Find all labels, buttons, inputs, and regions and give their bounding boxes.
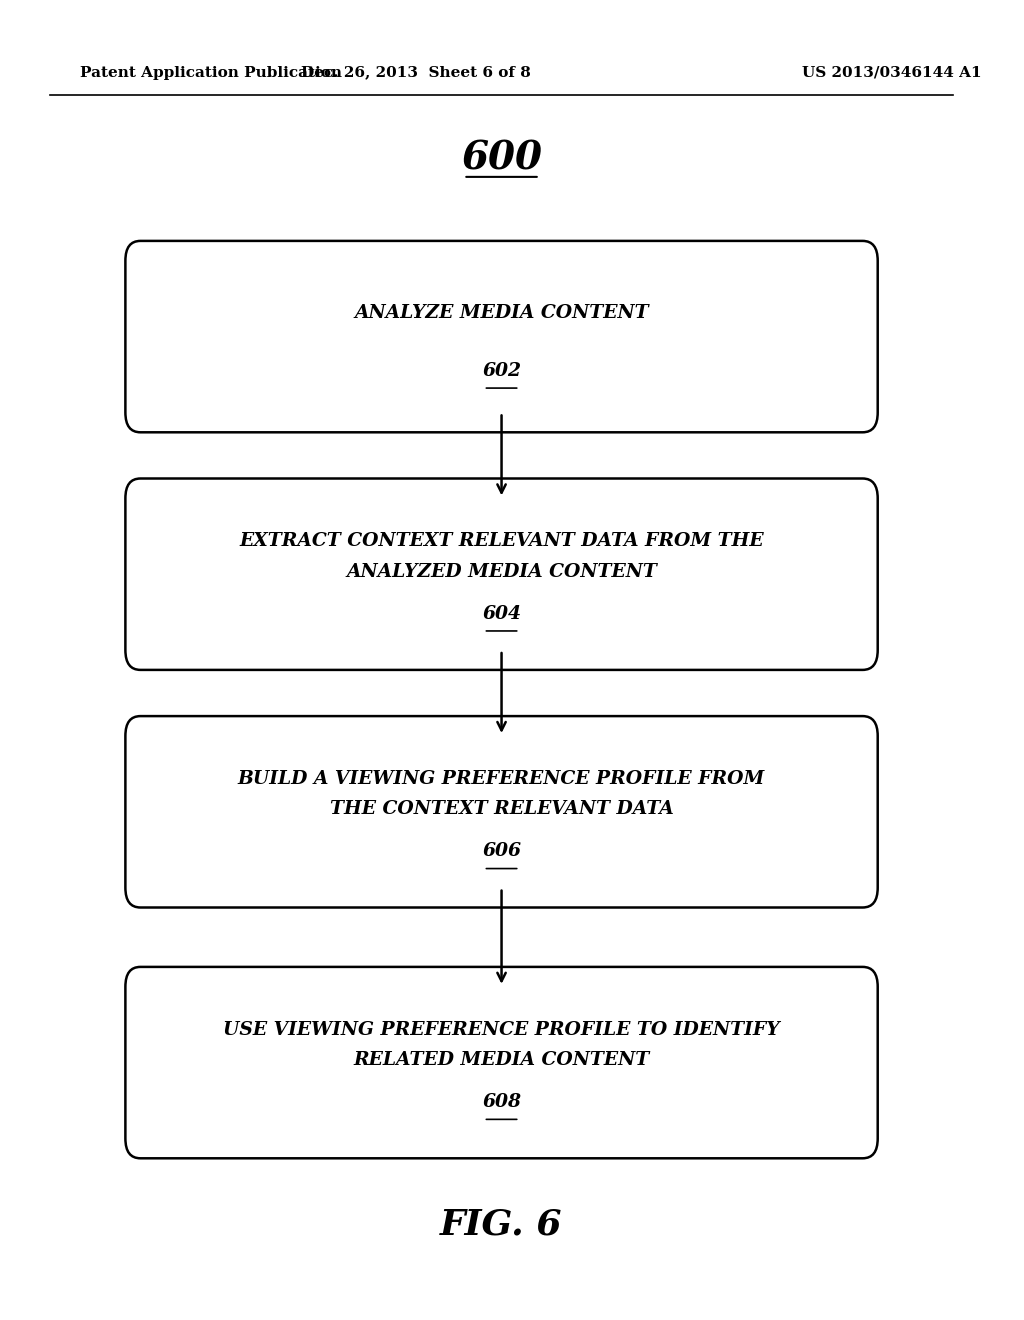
- Text: BUILD A VIEWING PREFERENCE PROFILE FROM: BUILD A VIEWING PREFERENCE PROFILE FROM: [238, 770, 765, 788]
- Text: 600: 600: [461, 140, 542, 177]
- FancyBboxPatch shape: [125, 715, 878, 908]
- Text: 608: 608: [482, 1093, 521, 1111]
- Text: US 2013/0346144 A1: US 2013/0346144 A1: [803, 66, 982, 79]
- FancyBboxPatch shape: [125, 242, 878, 433]
- Text: THE CONTEXT RELEVANT DATA: THE CONTEXT RELEVANT DATA: [330, 800, 674, 818]
- Text: 602: 602: [482, 362, 521, 380]
- Text: ANALYZED MEDIA CONTENT: ANALYZED MEDIA CONTENT: [346, 562, 657, 581]
- Text: Dec. 26, 2013  Sheet 6 of 8: Dec. 26, 2013 Sheet 6 of 8: [301, 66, 531, 79]
- Text: ANALYZE MEDIA CONTENT: ANALYZE MEDIA CONTENT: [354, 304, 649, 322]
- FancyBboxPatch shape: [125, 479, 878, 671]
- Text: USE VIEWING PREFERENCE PROFILE TO IDENTIFY: USE VIEWING PREFERENCE PROFILE TO IDENTI…: [223, 1020, 780, 1039]
- Text: 606: 606: [482, 842, 521, 861]
- Text: EXTRACT CONTEXT RELEVANT DATA FROM THE: EXTRACT CONTEXT RELEVANT DATA FROM THE: [240, 532, 764, 550]
- Text: FIG. 6: FIG. 6: [440, 1208, 563, 1242]
- FancyBboxPatch shape: [125, 966, 878, 1159]
- Text: 604: 604: [482, 605, 521, 623]
- Text: Patent Application Publication: Patent Application Publication: [80, 66, 342, 79]
- Text: RELATED MEDIA CONTENT: RELATED MEDIA CONTENT: [353, 1051, 649, 1069]
